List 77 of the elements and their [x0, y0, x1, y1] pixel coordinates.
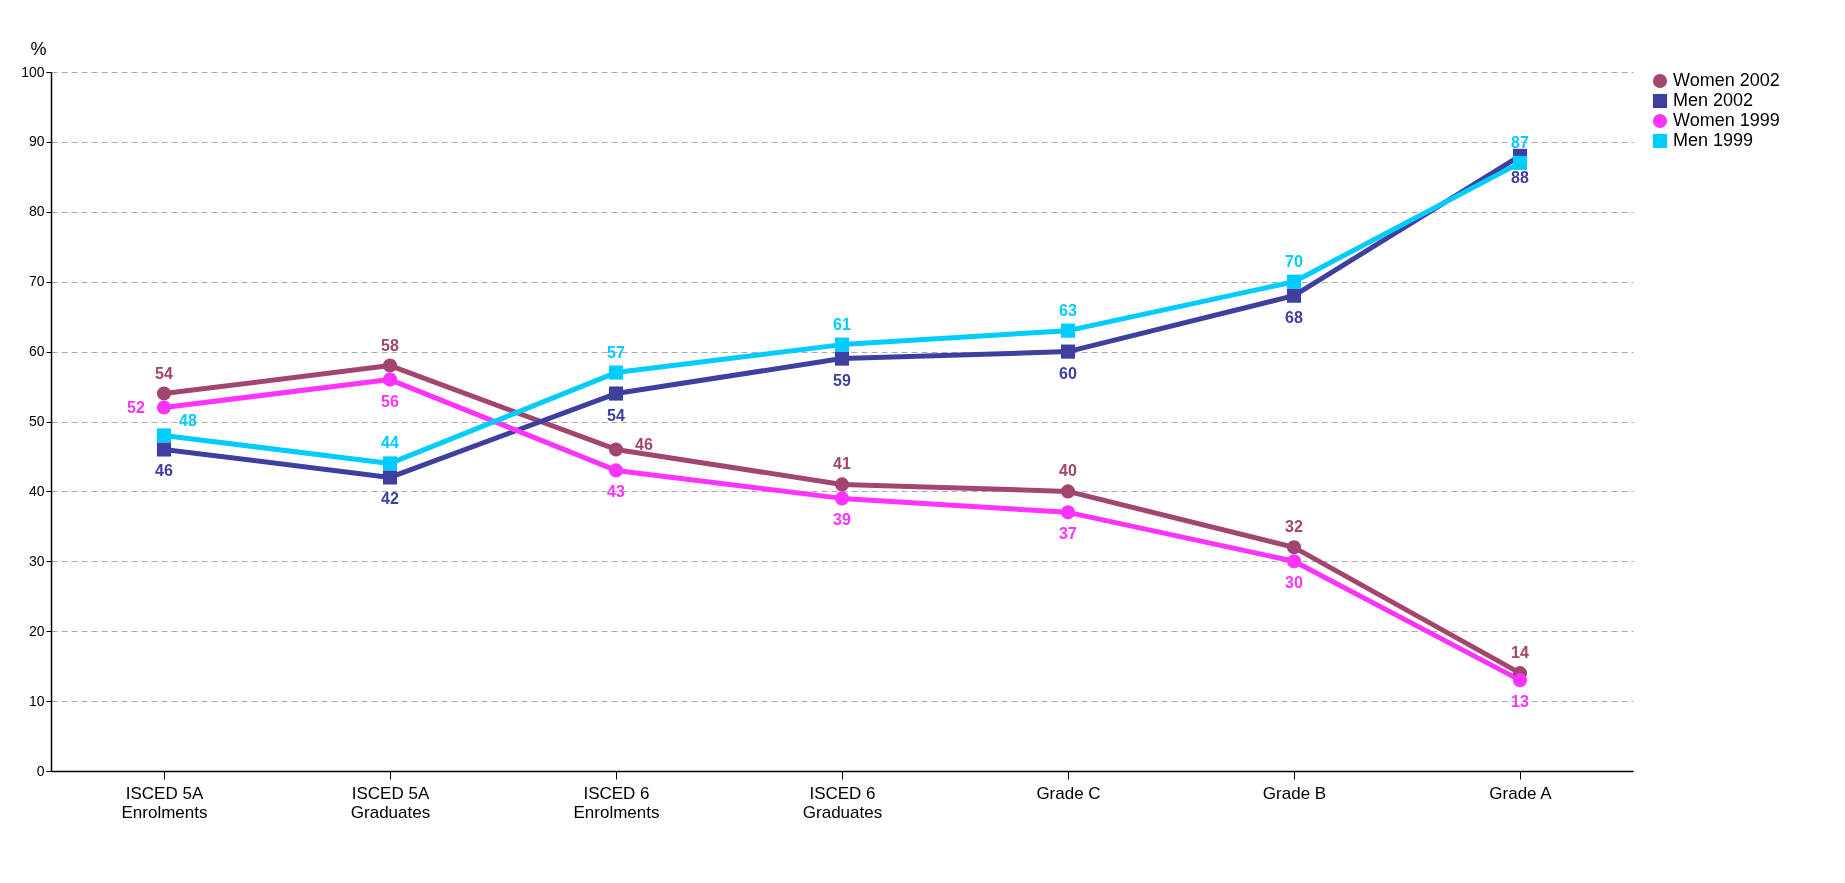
data-label: 42 [381, 490, 399, 508]
point [1286, 554, 1302, 569]
x-tick-label: ISCED 6 Graduates [802, 783, 883, 822]
data-label: 59 [833, 371, 851, 389]
point [1060, 323, 1076, 338]
legend-label: Men 1999 [1673, 130, 1754, 150]
data-label: 30 [1285, 574, 1303, 592]
data-label: 44 [381, 434, 399, 452]
x-tick-label: Grade B [1262, 783, 1327, 803]
data-label: 14 [1511, 644, 1529, 662]
point [382, 358, 398, 373]
y-axis-title: % [30, 38, 47, 59]
data-label: 52 [127, 398, 145, 416]
point [1286, 288, 1302, 303]
data-label: 60 [1059, 364, 1077, 382]
point [382, 470, 398, 485]
data-label: 58 [381, 336, 399, 354]
point [608, 463, 624, 478]
data-label: 43 [607, 483, 625, 501]
point [1060, 344, 1076, 359]
data-label: 46 [155, 462, 173, 480]
point [834, 491, 850, 506]
data-label: 68 [1285, 308, 1303, 326]
point [1286, 274, 1302, 289]
data-label: 87 [1511, 133, 1529, 151]
y-tick-label: 40 [28, 482, 45, 499]
data-label: 32 [1285, 518, 1303, 536]
y-tick-label: 90 [28, 133, 45, 150]
y-tick-label: 20 [28, 622, 45, 639]
y-tick-label: 10 [28, 692, 45, 709]
point [156, 386, 172, 401]
data-label: 40 [1059, 462, 1077, 480]
x-tick-label: ISCED 6 Enrolments [573, 783, 660, 822]
x-tick-label: ISCED 5A Graduates [350, 783, 431, 822]
data-label: 54 [607, 406, 625, 424]
point [1512, 155, 1528, 170]
y-tick-label: 0 [36, 762, 45, 779]
y-tick-label: 80 [28, 203, 45, 220]
point [1512, 673, 1528, 688]
point [608, 386, 624, 401]
data-label: 39 [833, 511, 851, 529]
data-label: 13 [1511, 693, 1529, 711]
legend-label: Men 2002 [1673, 90, 1754, 110]
point [1060, 505, 1076, 520]
x-tick-label: Grade C [1036, 783, 1101, 803]
data-label: 61 [833, 315, 851, 333]
data-label: 48 [179, 412, 197, 430]
point [834, 477, 850, 492]
point [1060, 484, 1076, 499]
data-label: 41 [833, 455, 851, 473]
point [156, 442, 172, 457]
point [608, 365, 624, 380]
legend-label: Women 1999 [1673, 110, 1780, 130]
y-tick-label: 30 [28, 552, 45, 569]
x-tick-label: Grade A [1489, 783, 1553, 803]
y-tick-label: 70 [28, 273, 45, 290]
x-tick-label: ISCED 5A Enrolments [121, 783, 208, 822]
data-label: 37 [1059, 525, 1077, 543]
point [382, 456, 398, 471]
point [156, 428, 172, 443]
data-label: 63 [1059, 301, 1077, 319]
y-tick-label: 100 [21, 63, 45, 80]
point [834, 351, 850, 366]
point [1286, 540, 1302, 555]
data-label: 54 [155, 364, 173, 382]
y-tick-label: 50 [28, 413, 45, 429]
data-label: 56 [381, 392, 399, 410]
point [382, 372, 398, 387]
point [834, 337, 850, 352]
data-label: 88 [1511, 168, 1529, 186]
data-label: 46 [635, 436, 653, 454]
point [156, 400, 172, 415]
y-tick-label: 60 [28, 343, 45, 360]
point [608, 442, 624, 457]
data-label: 57 [607, 343, 625, 361]
data-label: 70 [1285, 252, 1303, 270]
legend-label: Women 2002 [1673, 70, 1780, 90]
